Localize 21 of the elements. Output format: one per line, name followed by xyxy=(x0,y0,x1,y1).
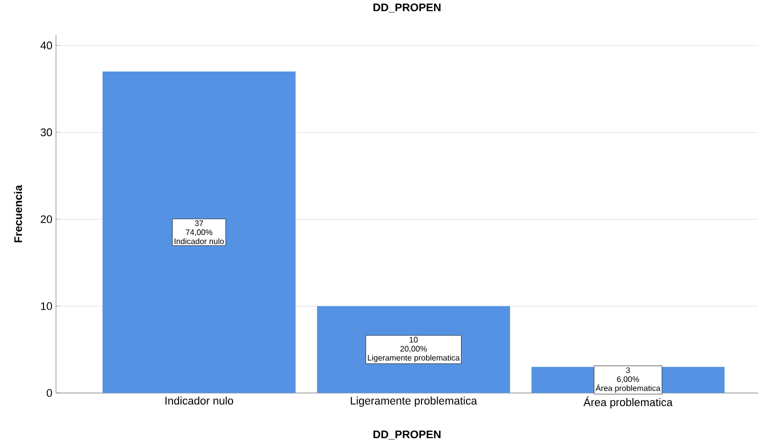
data-label: 3 xyxy=(626,367,630,374)
annotation: 74,00% xyxy=(186,229,212,236)
y-axis-title: Frecuencia xyxy=(14,184,22,242)
chart-title: DD_PROPEN xyxy=(374,3,440,13)
annotation: 6,00% xyxy=(617,376,640,383)
bar xyxy=(102,71,296,393)
y-tick-label: 10 xyxy=(41,302,52,310)
y-tick-label: 40 xyxy=(40,42,52,50)
annotation: Área problematica xyxy=(596,384,660,393)
x-tick-label: Ligeramente problematica xyxy=(350,396,478,407)
annotation: Indicador nulo xyxy=(174,238,224,244)
y-tick-label: 0 xyxy=(46,389,52,397)
x-tick-label: Área problematica xyxy=(583,396,673,408)
data-label: 37 xyxy=(194,220,204,226)
data-label: 10 xyxy=(410,336,418,343)
annotation: Ligeramente problematica xyxy=(368,354,460,362)
annotation: 20,00% xyxy=(400,346,427,353)
y-tick-label: 20 xyxy=(40,215,52,224)
x-tick-label: Indicador nulo xyxy=(166,396,234,405)
x-axis-title: DD_PROPEN xyxy=(374,430,440,440)
y-tick-label: 30 xyxy=(40,128,52,136)
